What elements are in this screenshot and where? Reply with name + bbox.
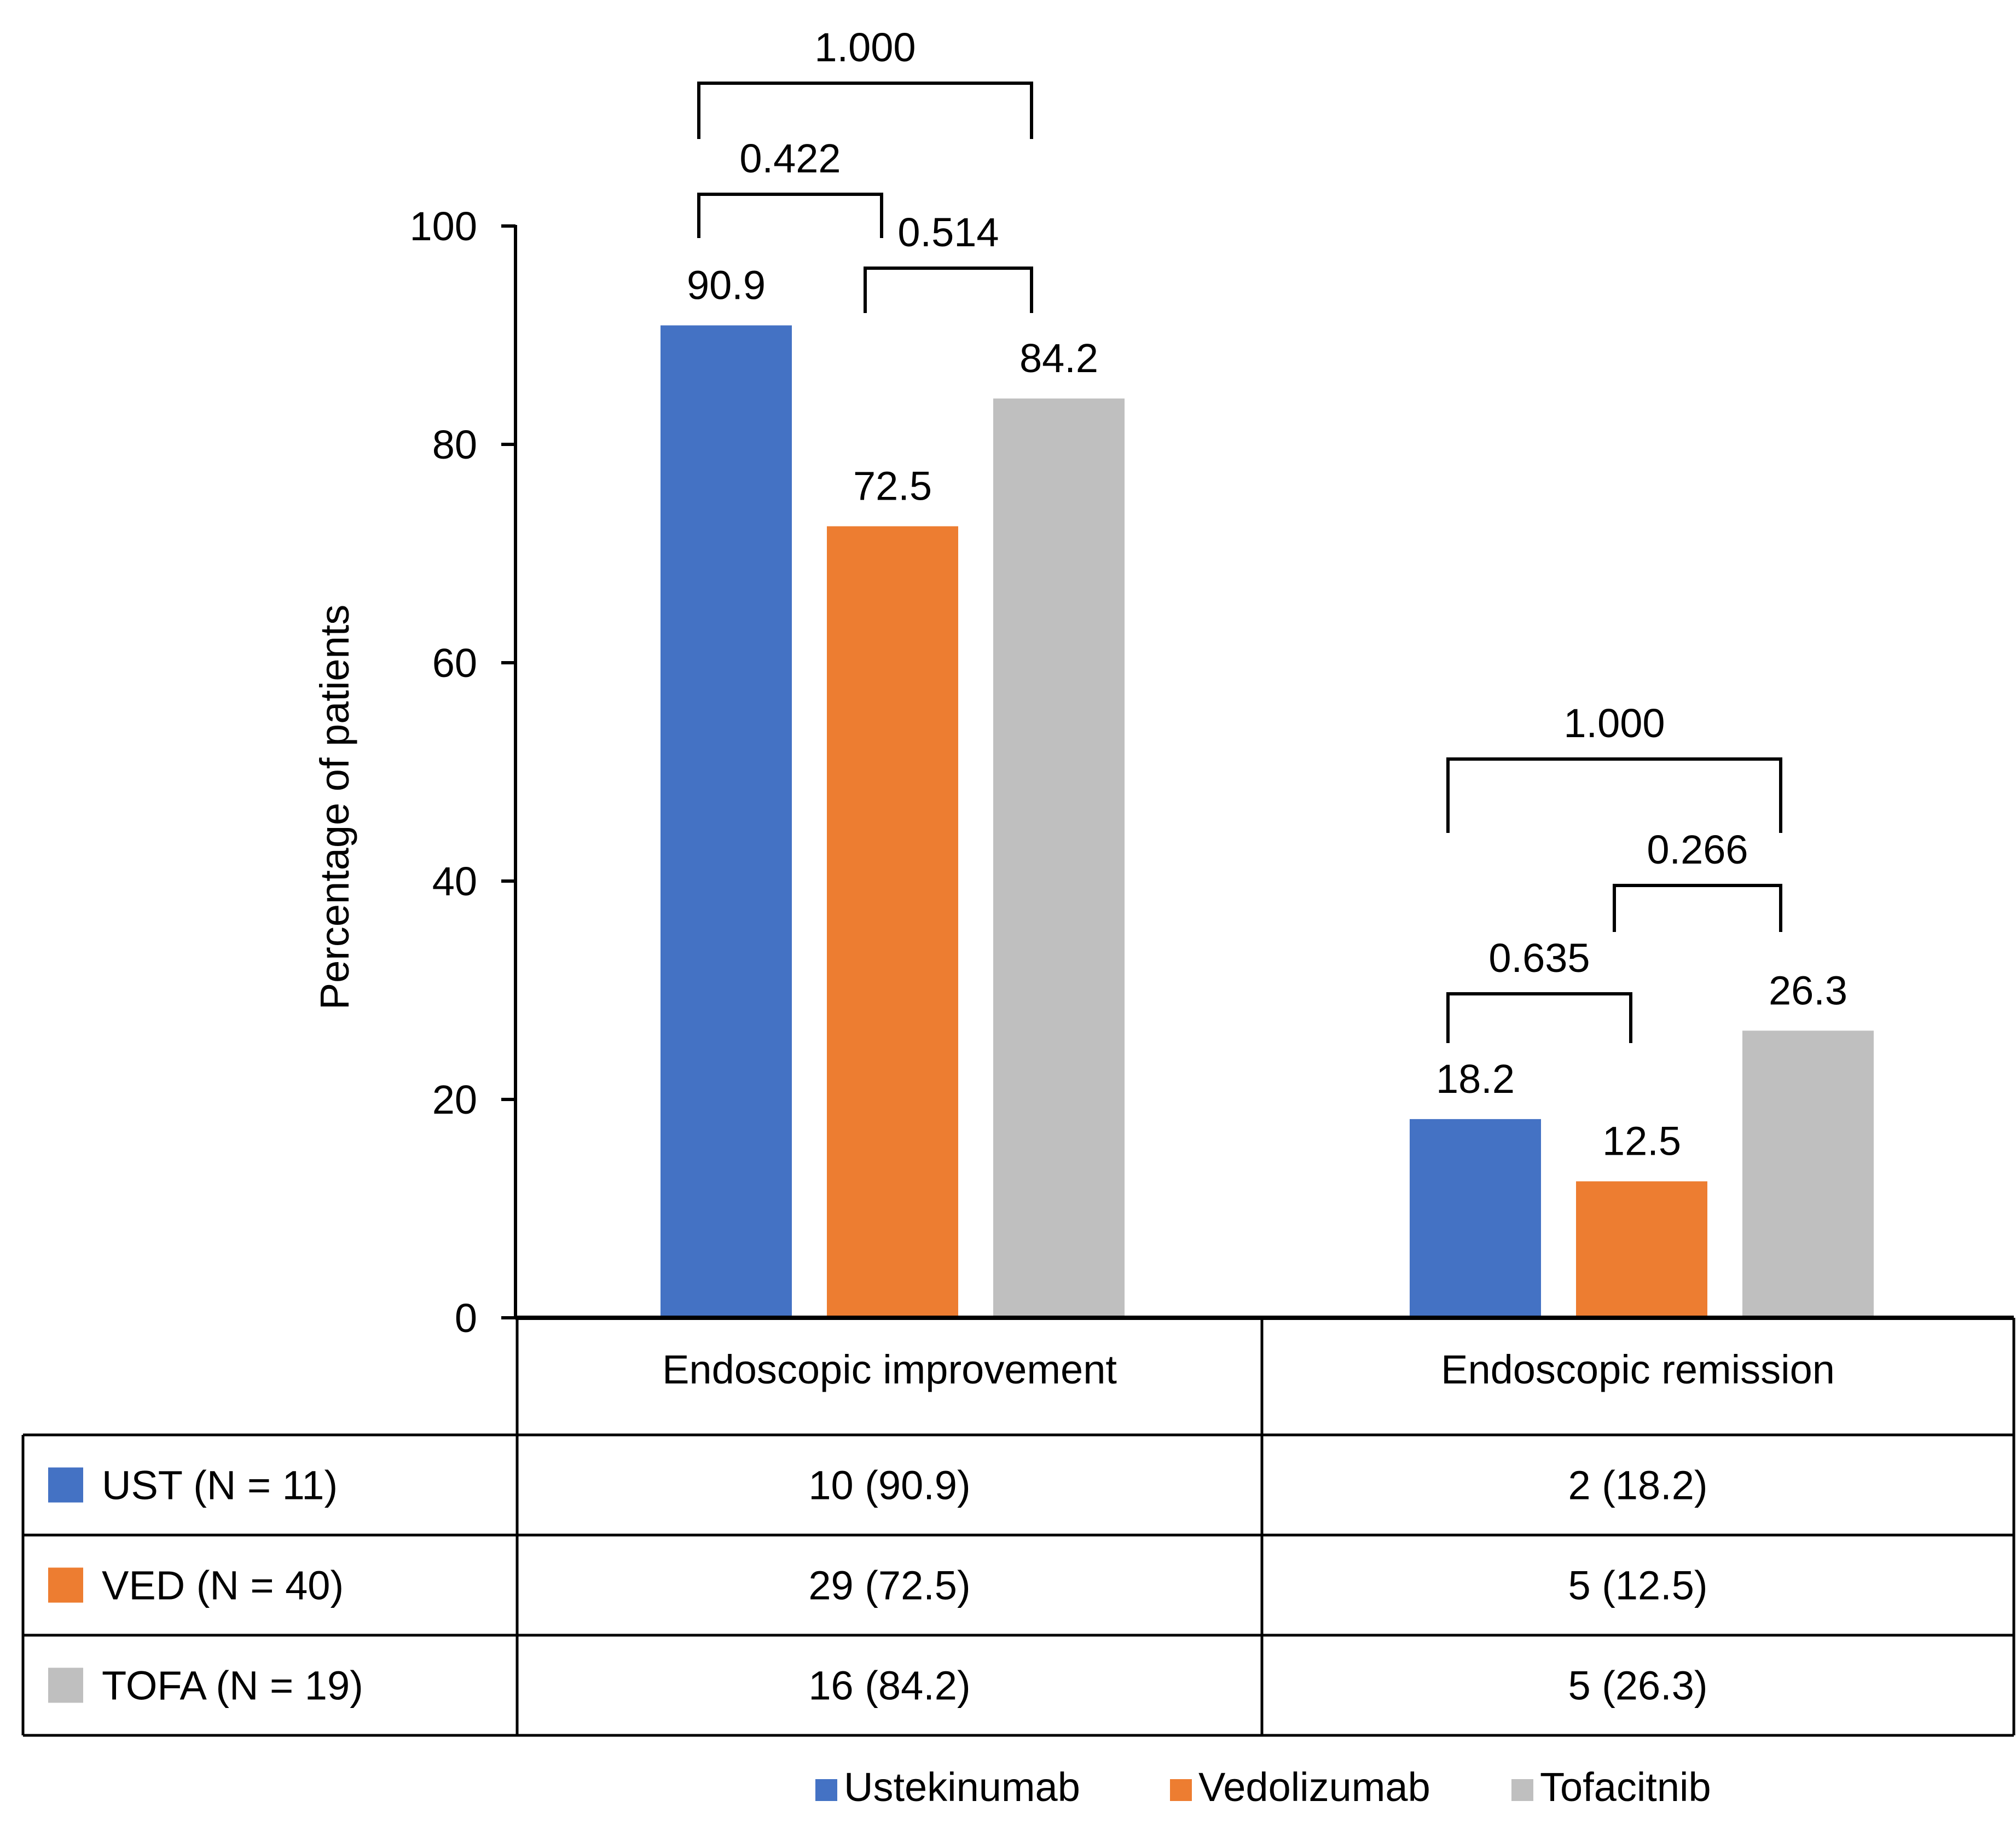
- significance-bracket: [697, 82, 1033, 139]
- table-series-swatch: [48, 1667, 83, 1703]
- x-tick-label: Endoscopic remission: [1441, 1347, 1835, 1392]
- table-cell: 5 (12.5): [1568, 1563, 1707, 1608]
- table-cell: 29 (72.5): [808, 1563, 970, 1608]
- table-series-label: UST (N = 11): [102, 1463, 338, 1508]
- table-series-swatch: [48, 1467, 83, 1503]
- table-cell: 2 (18.2): [1568, 1463, 1707, 1508]
- table-series-swatch: [48, 1567, 83, 1603]
- significance-bracket: [1446, 757, 1782, 833]
- legend-swatch: [815, 1779, 837, 1801]
- x-tick-label: Endoscopic improvement: [662, 1347, 1117, 1392]
- bar-ustekinumab-1: [661, 325, 792, 1318]
- bar-vedolizumab-2: [1576, 1181, 1707, 1318]
- legend-label: Ustekinumab: [844, 1764, 1080, 1810]
- p-value-label: 1.000: [1563, 700, 1665, 746]
- significance-bracket: [864, 267, 1033, 313]
- p-value-label: 0.266: [1647, 827, 1748, 872]
- bar-tofacitnib-1: [993, 398, 1125, 1318]
- y-tick-label: 0: [455, 1295, 477, 1341]
- bar-tofacitnib-2: [1742, 1030, 1874, 1318]
- legend-swatch: [1170, 1779, 1192, 1801]
- significance-bracket: [1446, 992, 1632, 1043]
- table-cell: 16 (84.2): [808, 1663, 970, 1709]
- data-label: 90.9: [687, 263, 766, 308]
- p-value-label: 0.422: [739, 136, 841, 181]
- bar-ustekinumab-2: [1410, 1119, 1541, 1318]
- p-value-label: 1.000: [814, 25, 916, 70]
- y-tick-label: 40: [432, 859, 477, 904]
- p-value-label: 0.514: [897, 210, 999, 255]
- y-tick-label: 20: [432, 1077, 477, 1122]
- y-tick-label: 80: [432, 422, 477, 467]
- data-label: 18.2: [1436, 1056, 1515, 1102]
- y-tick-label: 60: [432, 640, 477, 686]
- significance-bracket: [1613, 884, 1782, 932]
- legend-label: Tofacitnib: [1540, 1764, 1711, 1810]
- data-label: 26.3: [1769, 968, 1847, 1013]
- table-cell: 5 (26.3): [1568, 1663, 1707, 1709]
- table-series-label: VED (N = 40): [102, 1563, 344, 1608]
- legend-label: Vedolizumab: [1198, 1764, 1430, 1810]
- y-tick-label: 100: [410, 204, 477, 249]
- data-label: 84.2: [1019, 335, 1098, 381]
- bar-vedolizumab-1: [827, 526, 958, 1318]
- table-cell: 10 (90.9): [808, 1463, 970, 1508]
- data-label: 12.5: [1602, 1119, 1681, 1164]
- legend-swatch: [1511, 1779, 1533, 1801]
- table-series-label: TOFA (N = 19): [102, 1663, 363, 1709]
- p-value-label: 0.635: [1488, 935, 1590, 981]
- significance-bracket: [697, 193, 883, 238]
- y-axis-title: Percentage of patients: [312, 605, 357, 1010]
- data-label: 72.5: [853, 464, 932, 509]
